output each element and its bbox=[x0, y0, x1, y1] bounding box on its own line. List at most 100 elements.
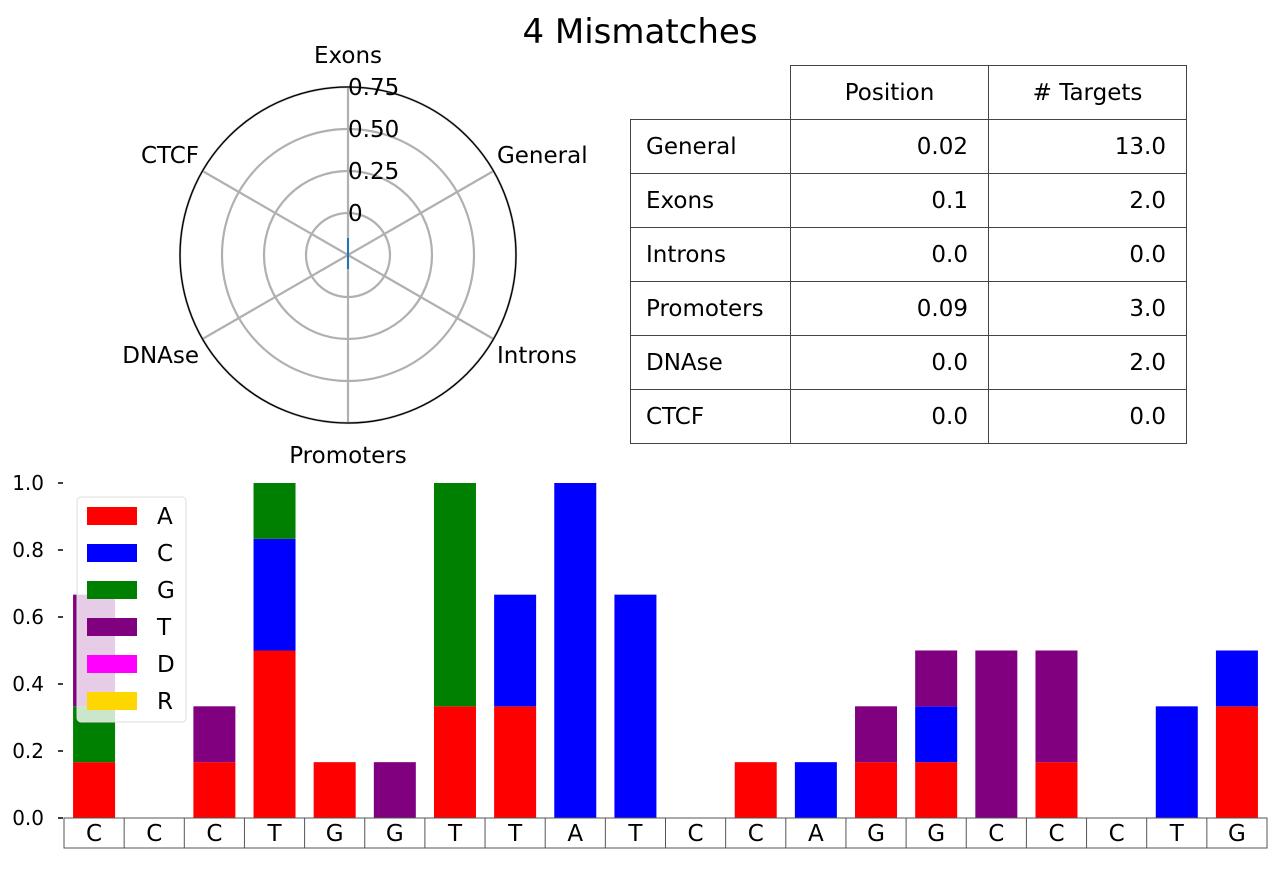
legend-swatch-r bbox=[87, 692, 137, 710]
position-cell: 0.02 bbox=[790, 119, 989, 174]
legend-swatch-g bbox=[87, 581, 137, 599]
category-label: C bbox=[1048, 821, 1064, 847]
bar-segment-a bbox=[494, 706, 537, 818]
table-row: CTCF 0.0 0.0 bbox=[630, 389, 1187, 444]
category-label: C bbox=[206, 821, 222, 847]
radar-axis-label: Promoters bbox=[289, 443, 407, 469]
radar-outer-ring bbox=[179, 86, 517, 424]
targets-cell: 0.0 bbox=[988, 389, 1187, 444]
column-header-targets: # Targets bbox=[988, 65, 1187, 120]
table-row: Promoters 0.09 3.0 bbox=[630, 281, 1187, 336]
table-row: Introns 0.0 0.0 bbox=[630, 227, 1187, 282]
position-cell: 0.0 bbox=[790, 227, 989, 282]
column-header-position: Position bbox=[790, 65, 989, 120]
bar-segment-c bbox=[494, 594, 537, 707]
category-label: G bbox=[1228, 821, 1246, 847]
category-label: G bbox=[326, 821, 344, 847]
category-label: C bbox=[988, 821, 1004, 847]
category-label: T bbox=[627, 821, 643, 847]
legend-label: D bbox=[157, 652, 175, 678]
radar-rtick-label: 0.25 bbox=[348, 159, 399, 185]
radar-spoke bbox=[347, 170, 495, 256]
bar-segment-a bbox=[1215, 706, 1258, 818]
row-label: General bbox=[630, 119, 791, 174]
bar-segment-t bbox=[975, 650, 1018, 818]
radar-axis-label: CTCF bbox=[141, 143, 199, 169]
bar-segment-t bbox=[855, 706, 898, 763]
radar-spoke bbox=[347, 254, 495, 340]
legend-swatch-c bbox=[87, 544, 137, 562]
targets-cell: 2.0 bbox=[988, 173, 1187, 228]
bar-segment-c bbox=[1215, 650, 1258, 707]
row-label: Promoters bbox=[630, 281, 791, 336]
targets-cell: 0.0 bbox=[988, 227, 1187, 282]
stacked-bar-chart: 0.00.20.40.60.81.0C C C T G G T T A T C C A G G C C C T GAC… bbox=[12, 471, 1268, 849]
bar-segment-t bbox=[373, 762, 416, 818]
category-label: A bbox=[567, 821, 583, 847]
category-label: G bbox=[386, 821, 404, 847]
table-row: DNAse 0.0 2.0 bbox=[630, 335, 1187, 390]
bar-segment-a bbox=[193, 762, 236, 818]
row-label: CTCF bbox=[630, 389, 791, 444]
table-corner-cell bbox=[630, 65, 791, 120]
bar-segment-c bbox=[1155, 706, 1198, 818]
table-header-row: Position # Targets bbox=[630, 65, 1187, 120]
category-label: C bbox=[86, 821, 102, 847]
y-tick-label: 0.6 bbox=[12, 605, 44, 629]
bar-segment-a bbox=[73, 762, 116, 818]
category-label: C bbox=[146, 821, 162, 847]
bar-segment-a bbox=[734, 762, 777, 818]
legend-label: A bbox=[157, 504, 173, 530]
row-label: Exons bbox=[630, 173, 791, 228]
bar-segment-a bbox=[433, 706, 476, 818]
chart-title: 4 Mismatches bbox=[522, 12, 758, 52]
bar-segment-c bbox=[915, 706, 958, 763]
legend-swatch-a bbox=[87, 507, 137, 525]
row-label: Introns bbox=[630, 227, 791, 282]
category-label: G bbox=[927, 821, 945, 847]
bar-segment-a bbox=[313, 762, 356, 818]
radar-chart: 0 0.25 0.50 0.75 Exons General Introns Promoter… bbox=[122, 43, 588, 469]
bar-segment-c bbox=[614, 594, 657, 818]
bar-segment-a bbox=[915, 762, 958, 818]
category-label: A bbox=[808, 821, 824, 847]
legend-swatch-d bbox=[87, 655, 137, 673]
bar-segment-g bbox=[433, 483, 476, 707]
table-row: Exons 0.1 2.0 bbox=[630, 173, 1187, 228]
bar-segment-t bbox=[915, 650, 958, 707]
bar-segment-c bbox=[554, 483, 597, 818]
bar-segment-a bbox=[855, 762, 898, 818]
category-label: T bbox=[1169, 821, 1185, 847]
bar-segment-c bbox=[794, 762, 837, 818]
radar-rtick-label: 0.50 bbox=[348, 117, 399, 143]
category-label: C bbox=[748, 821, 764, 847]
position-cell: 0.1 bbox=[790, 173, 989, 228]
category-label: T bbox=[507, 821, 523, 847]
bar-segment-c bbox=[253, 538, 296, 651]
legend-swatch-t bbox=[87, 618, 137, 636]
category-label: T bbox=[266, 821, 282, 847]
position-cell: 0.09 bbox=[790, 281, 989, 336]
radar-spoke bbox=[201, 254, 349, 340]
legend-label: R bbox=[157, 689, 173, 715]
bar-segment-t bbox=[1035, 650, 1078, 763]
radar-axis-label: DNAse bbox=[122, 343, 199, 369]
position-cell: 0.0 bbox=[790, 389, 989, 444]
row-label: DNAse bbox=[630, 335, 791, 390]
legend-label: G bbox=[157, 578, 175, 604]
y-tick-label: 0.8 bbox=[12, 538, 44, 562]
radar-rtick-label: 0.75 bbox=[348, 75, 399, 101]
y-tick-label: 1.0 bbox=[12, 471, 44, 495]
bar-segment-a bbox=[253, 650, 296, 818]
stats-table: Position # Targets General 0.02 13.0 Exo… bbox=[630, 65, 1187, 444]
radar-spoke bbox=[201, 170, 349, 256]
bar-segment-g bbox=[253, 483, 296, 539]
category-label: T bbox=[447, 821, 463, 847]
radar-axis-label: General bbox=[497, 143, 588, 169]
targets-cell: 3.0 bbox=[988, 281, 1187, 336]
radar-rtick-label: 0 bbox=[348, 201, 363, 227]
y-tick-label: 0.0 bbox=[12, 806, 44, 830]
targets-cell: 2.0 bbox=[988, 335, 1187, 390]
legend-label: C bbox=[157, 541, 173, 567]
